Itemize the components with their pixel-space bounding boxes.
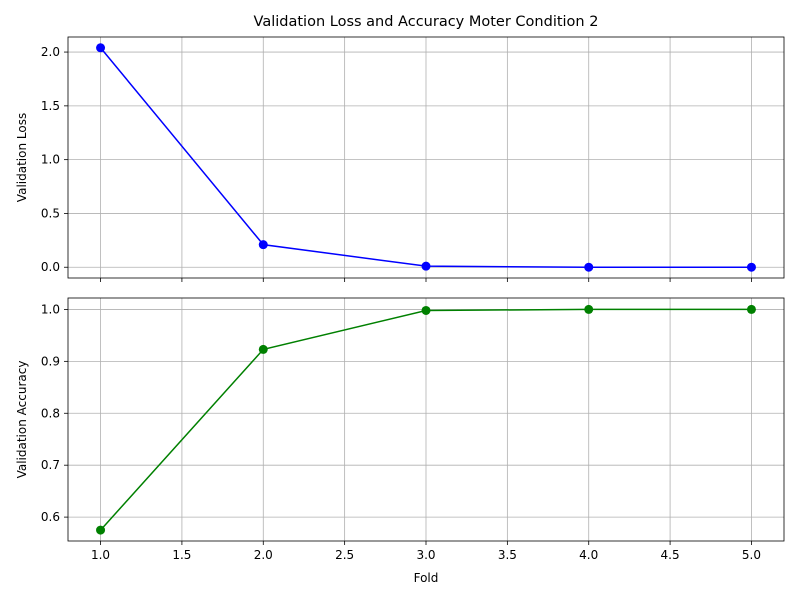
y-tick-label: 0.7 [41, 458, 60, 472]
x-tick-label: 4.0 [579, 548, 598, 562]
accuracy-ticks: 1.0 1.5 2.0 2.5 3.0 3.5 4.0 4.5 5.0 0.6 0.7 0.8 0.9 1… [41, 302, 761, 562]
y-tick-label: 2.0 [41, 45, 60, 59]
y-tick-label: 0.8 [41, 406, 60, 420]
accuracy-y-axis-label: Validation Accuracy [15, 361, 29, 479]
y-tick-label: 1.5 [41, 99, 60, 113]
loss-panel: 0.0 0.5 1.0 1.5 2.0 Validation Loss [15, 36, 785, 282]
data-point [746, 304, 756, 314]
x-tick-label: 1.0 [91, 548, 110, 562]
x-tick-label: 4.5 [661, 548, 680, 562]
y-tick-label: 1.0 [41, 302, 60, 316]
data-point [258, 344, 268, 354]
x-tick-label: 5.0 [742, 548, 761, 562]
y-tick-label: 0.9 [41, 354, 60, 368]
x-tick-label: 2.0 [254, 548, 273, 562]
data-point [258, 240, 268, 250]
data-point [421, 305, 431, 315]
x-tick-label: 3.0 [416, 548, 435, 562]
loss-grid [68, 37, 784, 278]
data-point [584, 304, 594, 314]
y-tick-label: 0.0 [41, 260, 60, 274]
data-point [96, 525, 106, 535]
data-point [96, 43, 106, 53]
x-axis-label: Fold [414, 571, 439, 585]
x-tick-label: 1.5 [172, 548, 191, 562]
accuracy-panel: 1.0 1.5 2.0 2.5 3.0 3.5 4.0 4.5 5.0 0.6 0.7 0.8 0.9 1… [15, 297, 785, 585]
data-point [746, 262, 756, 272]
loss-ticks: 0.0 0.5 1.0 1.5 2.0 [41, 45, 752, 282]
data-point [584, 262, 594, 272]
loss-series [96, 43, 756, 272]
loss-axes-frame [67, 36, 785, 279]
x-tick-label: 3.5 [498, 548, 517, 562]
y-tick-label: 1.0 [41, 153, 60, 167]
loss-y-axis-label: Validation Loss [15, 113, 29, 202]
x-tick-label: 2.5 [335, 548, 354, 562]
chart-title: Validation Loss and Accuracy Moter Condi… [254, 14, 599, 30]
accuracy-axes-frame [67, 297, 785, 542]
y-tick-label: 0.6 [41, 510, 60, 524]
data-point [421, 261, 431, 271]
accuracy-grid [68, 298, 784, 541]
y-tick-label: 0.5 [41, 206, 60, 220]
accuracy-series [96, 304, 756, 535]
